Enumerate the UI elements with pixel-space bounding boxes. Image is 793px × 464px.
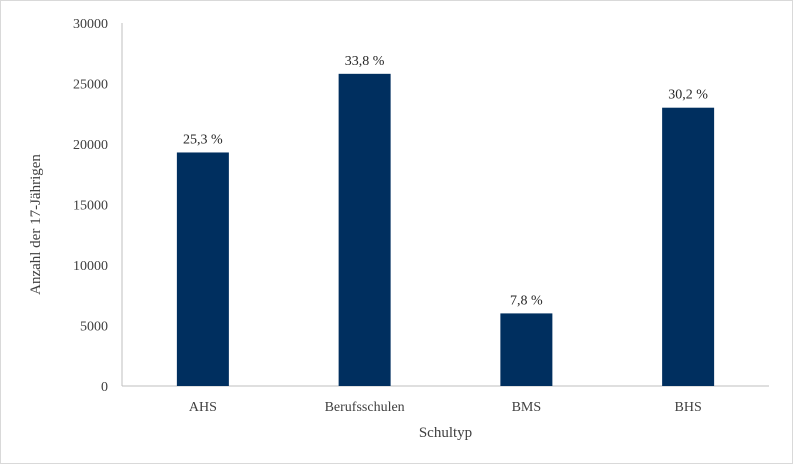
bar (500, 313, 553, 386)
x-tick-label: AHS (189, 400, 217, 415)
y-tick-label: 15000 (73, 199, 108, 214)
x-tick-label: Berufsschulen (325, 400, 405, 415)
bar-data-label: 30,2 % (668, 88, 708, 103)
y-axis-ticks: 0 5000 10000 15000 20000 25000 30000 (73, 17, 108, 395)
y-tick-label: 25000 (73, 78, 108, 93)
bars (176, 73, 715, 386)
x-tick-label: BHS (675, 400, 702, 415)
data-labels: 25,3 % 33,8 % 7,8 % 30,2 % (183, 54, 708, 309)
y-axis-title: Anzahl der 17-Jährigen (28, 154, 44, 295)
bar-data-label: 7,8 % (510, 293, 543, 308)
y-tick-label: 5000 (80, 320, 108, 335)
x-axis-title: Schultyp (419, 425, 472, 441)
y-tick-label: 20000 (73, 138, 108, 153)
bar (662, 107, 715, 386)
x-axis-categories: AHS Berufsschulen BMS BHS (189, 400, 702, 415)
bar-data-label: 25,3 % (183, 132, 223, 147)
bar (338, 73, 391, 386)
y-tick-label: 0 (101, 380, 108, 395)
bar-data-label: 33,8 % (345, 54, 385, 69)
y-tick-label: 30000 (73, 17, 108, 32)
bar (176, 152, 229, 386)
y-tick-label: 10000 (73, 259, 108, 274)
x-tick-label: BMS (512, 400, 542, 415)
